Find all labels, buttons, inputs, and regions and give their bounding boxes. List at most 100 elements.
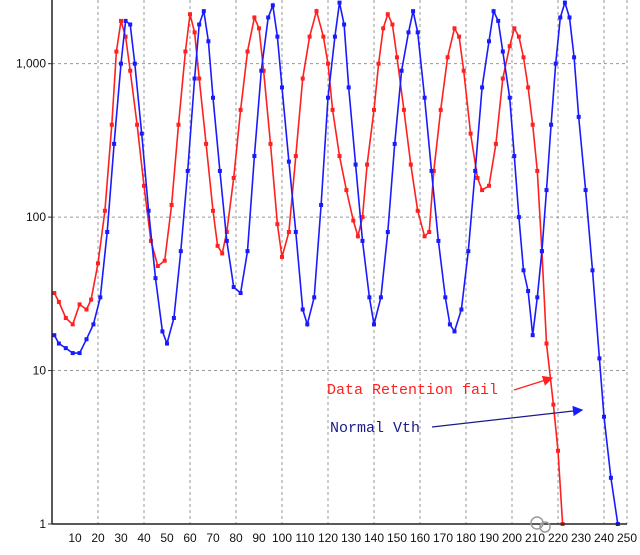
annotation-layer: Data Retention fail Normal Vth <box>327 375 584 437</box>
data-point <box>326 61 330 66</box>
data-point <box>307 34 312 39</box>
data-point <box>238 291 243 296</box>
data-point <box>535 295 540 300</box>
data-point <box>597 356 602 361</box>
x-tick-label: 230 <box>571 531 591 545</box>
data-point <box>217 168 222 173</box>
annotation-data-retention-fail: Data Retention fail <box>327 382 498 399</box>
data-point <box>139 131 144 136</box>
data-point <box>245 49 250 54</box>
x-tick-label: 200 <box>502 531 522 545</box>
data-point <box>459 307 464 312</box>
data-point <box>530 122 535 127</box>
data-point <box>500 76 505 81</box>
data-point <box>266 15 271 20</box>
data-point <box>98 295 103 300</box>
data-point <box>475 175 480 180</box>
data-point <box>84 307 89 312</box>
x-tick-label: 250 <box>617 531 637 545</box>
data-point <box>385 229 390 234</box>
data-point <box>204 141 209 146</box>
y-tick-label: 1 <box>39 517 46 531</box>
data-point <box>556 448 560 453</box>
data-point <box>102 208 107 213</box>
data-point <box>480 188 485 193</box>
data-point <box>583 188 588 193</box>
data-point <box>192 76 197 81</box>
data-point <box>411 9 416 14</box>
data-point <box>544 341 549 346</box>
series-line-0 <box>53 8 564 525</box>
x-tick-label: 160 <box>410 531 430 545</box>
data-point <box>337 0 342 5</box>
data-point <box>408 162 413 167</box>
data-point <box>443 295 448 300</box>
data-point <box>259 68 264 73</box>
data-point <box>516 215 521 220</box>
data-point <box>169 202 174 207</box>
data-point <box>123 18 128 23</box>
data-point <box>293 154 298 159</box>
x-tick-label: 240 <box>594 531 614 545</box>
x-tick-label: 150 <box>387 531 407 545</box>
data-point <box>89 297 94 302</box>
data-point <box>530 333 535 338</box>
data-point <box>507 95 512 100</box>
data-point <box>293 229 298 234</box>
data-point <box>206 39 211 44</box>
data-point <box>109 122 114 127</box>
data-point <box>286 229 291 234</box>
watermark <box>530 516 551 533</box>
data-point <box>326 95 330 100</box>
data-point <box>252 15 257 20</box>
data-point <box>332 34 337 39</box>
data-point <box>188 12 192 17</box>
data-point <box>535 168 540 173</box>
data-point <box>415 208 420 213</box>
data-point <box>70 322 75 327</box>
data-point <box>512 154 517 159</box>
data-point <box>526 85 531 90</box>
data-point <box>146 208 151 213</box>
x-tick-label: 220 <box>548 531 568 545</box>
data-point <box>112 141 117 146</box>
data-point <box>160 329 165 334</box>
x-tick-label: 140 <box>364 531 384 545</box>
data-point <box>346 85 351 90</box>
data-point <box>549 122 554 127</box>
annotation-arrow-blue <box>431 405 584 428</box>
data-point <box>63 346 68 351</box>
data-point <box>487 183 491 188</box>
data-point <box>447 322 452 327</box>
data-point <box>487 39 491 44</box>
data-point <box>300 307 305 312</box>
x-tick-label: 90 <box>252 531 266 545</box>
data-point <box>300 76 305 81</box>
data-point <box>238 107 243 112</box>
data-point <box>162 258 167 263</box>
data-point <box>201 9 206 14</box>
data-point <box>270 3 275 8</box>
data-point <box>119 61 123 66</box>
x-tick-label: 70 <box>206 531 220 545</box>
data-point <box>280 85 284 90</box>
data-point <box>355 234 360 239</box>
data-point <box>415 30 420 35</box>
data-point <box>153 276 158 281</box>
data-point <box>142 183 146 188</box>
data-point <box>70 351 75 356</box>
data-point <box>165 341 169 346</box>
data-point <box>178 249 183 254</box>
data-point <box>390 22 395 27</box>
y-tick-label: 1,000 <box>16 57 46 71</box>
data-point <box>457 34 462 39</box>
data-point <box>436 238 441 243</box>
data-point <box>56 299 61 304</box>
data-point <box>286 159 291 164</box>
data-point <box>381 26 386 31</box>
data-point <box>427 229 432 234</box>
data-point <box>493 141 498 146</box>
data-point <box>77 302 82 307</box>
data-point <box>378 295 383 300</box>
x-tick-label: 20 <box>91 531 105 545</box>
